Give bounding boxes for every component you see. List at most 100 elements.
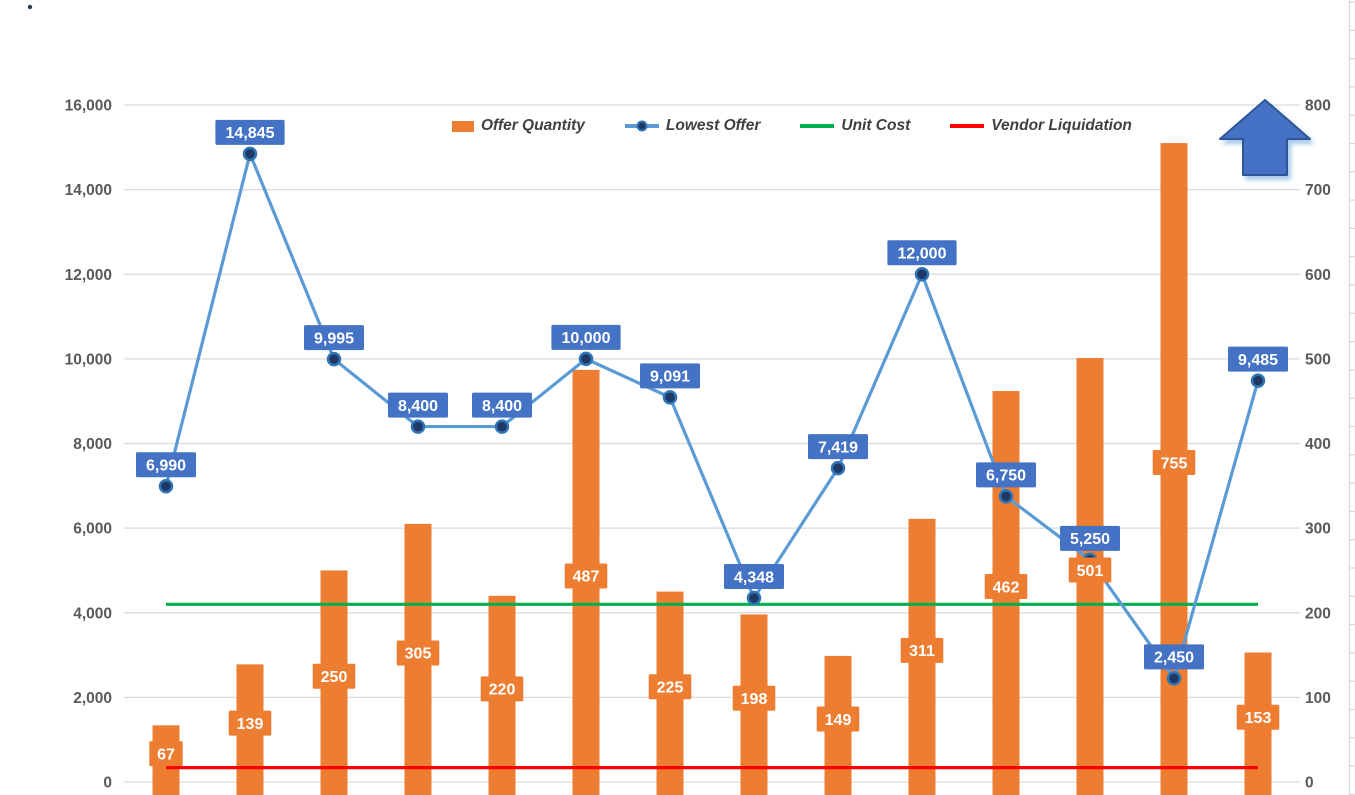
bar-label: 220	[489, 682, 516, 699]
speck-dot	[27, 4, 33, 10]
line-label-box	[1060, 525, 1120, 551]
line-label: 9,091	[650, 369, 690, 386]
marker	[746, 590, 762, 606]
right-axis-tick: 600	[1305, 267, 1331, 284]
marker	[662, 390, 678, 405]
left-axis-tick: 12,000	[65, 267, 112, 284]
bar-label-box	[648, 674, 692, 700]
bar-label: 462	[993, 579, 1020, 596]
bar-label: 755	[1161, 455, 1188, 472]
legend-label: Unit Cost	[841, 117, 911, 134]
bar-label: 67	[157, 746, 175, 763]
line-label: 7,419	[818, 439, 858, 456]
bar-label-box	[396, 640, 440, 666]
line-label-box	[808, 434, 868, 460]
marker	[830, 460, 846, 476]
line-label-box	[388, 392, 448, 418]
legend-item-vendor-liquidation[interactable]: Vendor Liquidation	[950, 117, 1132, 135]
marker	[158, 478, 174, 494]
lowest-offer-markers	[158, 146, 1266, 686]
line-label-box	[1228, 346, 1288, 372]
marker	[242, 146, 258, 162]
bar-label-box	[732, 685, 776, 711]
line-label-box	[724, 564, 784, 590]
line-label-box	[976, 462, 1036, 488]
bar-label-box	[1152, 450, 1196, 476]
marker	[578, 351, 594, 367]
line-label-box	[215, 119, 285, 145]
bar-label-box	[900, 637, 944, 663]
line-label: 9,485	[1238, 352, 1278, 369]
legend-item-lowest-offer[interactable]: Lowest Offer	[624, 117, 761, 135]
offer-quantity-swatch-icon	[452, 120, 474, 132]
gridlines: 0 2,000 4,000 6,000 8,000 10,000 12,000 14,000 1…	[65, 98, 1331, 792]
bar-label: 153	[1245, 710, 1272, 727]
line-label: 4,348	[734, 569, 774, 586]
left-axis-tick: 6,000	[73, 521, 112, 538]
marker	[1250, 373, 1266, 388]
line-label: 8,400	[482, 398, 522, 415]
right-axis-tick: 300	[1305, 521, 1331, 538]
unit-cost-swatch-icon	[800, 124, 835, 128]
bar-label: 311	[909, 643, 935, 660]
left-axis-tick: 4,000	[73, 605, 112, 622]
marker	[326, 351, 342, 367]
marker	[410, 419, 426, 434]
bar-label: 149	[825, 712, 852, 729]
left-axis-tick: 10,000	[65, 351, 112, 368]
line-label-box	[551, 324, 621, 350]
vendor-liquidation-swatch-icon	[950, 124, 985, 128]
left-axis-tick: 8,000	[73, 436, 112, 453]
bar-label-box	[564, 563, 608, 589]
bar-label-box	[149, 741, 183, 767]
bar-label: 501	[1077, 563, 1104, 580]
bar-label: 225	[657, 680, 684, 697]
left-axis-tick: 14,000	[65, 182, 112, 199]
lowest-offer-swatch-icon	[624, 120, 659, 132]
bar-label-box	[816, 706, 860, 732]
left-axis-tick: 16,000	[65, 98, 112, 115]
bar-data-labels: 67 139 250 305 220 487 225 198 149 311 462 501 755 15…	[149, 450, 1280, 767]
legend-item-unit-cost[interactable]: Unit Cost	[800, 117, 910, 135]
marker	[1166, 671, 1182, 686]
bar-label-box	[1236, 704, 1280, 730]
line-label-box	[304, 325, 364, 351]
line-label: 8,400	[398, 398, 438, 415]
line-label: 14,845	[226, 125, 275, 142]
marker	[998, 489, 1014, 504]
line-label-box	[136, 452, 196, 478]
bar-label: 139	[237, 716, 264, 733]
bar-label: 250	[321, 669, 348, 686]
bar-label-box	[228, 710, 272, 736]
bar-label-box	[1068, 557, 1112, 583]
line-label: 6,750	[986, 468, 1026, 485]
line-label-box	[640, 363, 700, 389]
marker	[914, 267, 930, 282]
line-label: 9,995	[314, 330, 354, 347]
line-label-box	[472, 392, 532, 418]
legend-item-offer-quantity[interactable]: Offer Quantity	[452, 117, 585, 135]
line-label: 5,250	[1070, 531, 1110, 548]
right-axis-tick: 200	[1305, 605, 1331, 622]
right-axis-tick: 700	[1305, 182, 1331, 199]
chart-legend: Offer Quantity Lowest Offer Unit Cost Vendo…	[452, 114, 1132, 138]
bar-label-box	[480, 676, 524, 702]
legend-label: Vendor Liquidation	[991, 117, 1132, 134]
line-label: 10,000	[562, 330, 611, 347]
line-label: 2,450	[1154, 650, 1194, 667]
line-data-labels: 6,990 14,845 9,995 8,400 8,400 10,000 9,091 4,3…	[136, 119, 1288, 670]
bar-label-box	[984, 574, 1028, 600]
line-label: 6,990	[146, 458, 186, 475]
right-axis-tick: 0	[1305, 775, 1314, 792]
up-arrow-shape[interactable]	[1219, 99, 1311, 176]
marker	[494, 419, 510, 434]
right-axis-tick: 800	[1305, 98, 1331, 115]
line-label-box	[887, 240, 957, 266]
left-axis-tick: 2,000	[73, 690, 112, 707]
legend-label: Lowest Offer	[665, 117, 761, 134]
legend-label: Offer Quantity	[481, 117, 585, 134]
bar-label: 305	[405, 646, 432, 663]
line-label: 12,000	[898, 246, 947, 263]
